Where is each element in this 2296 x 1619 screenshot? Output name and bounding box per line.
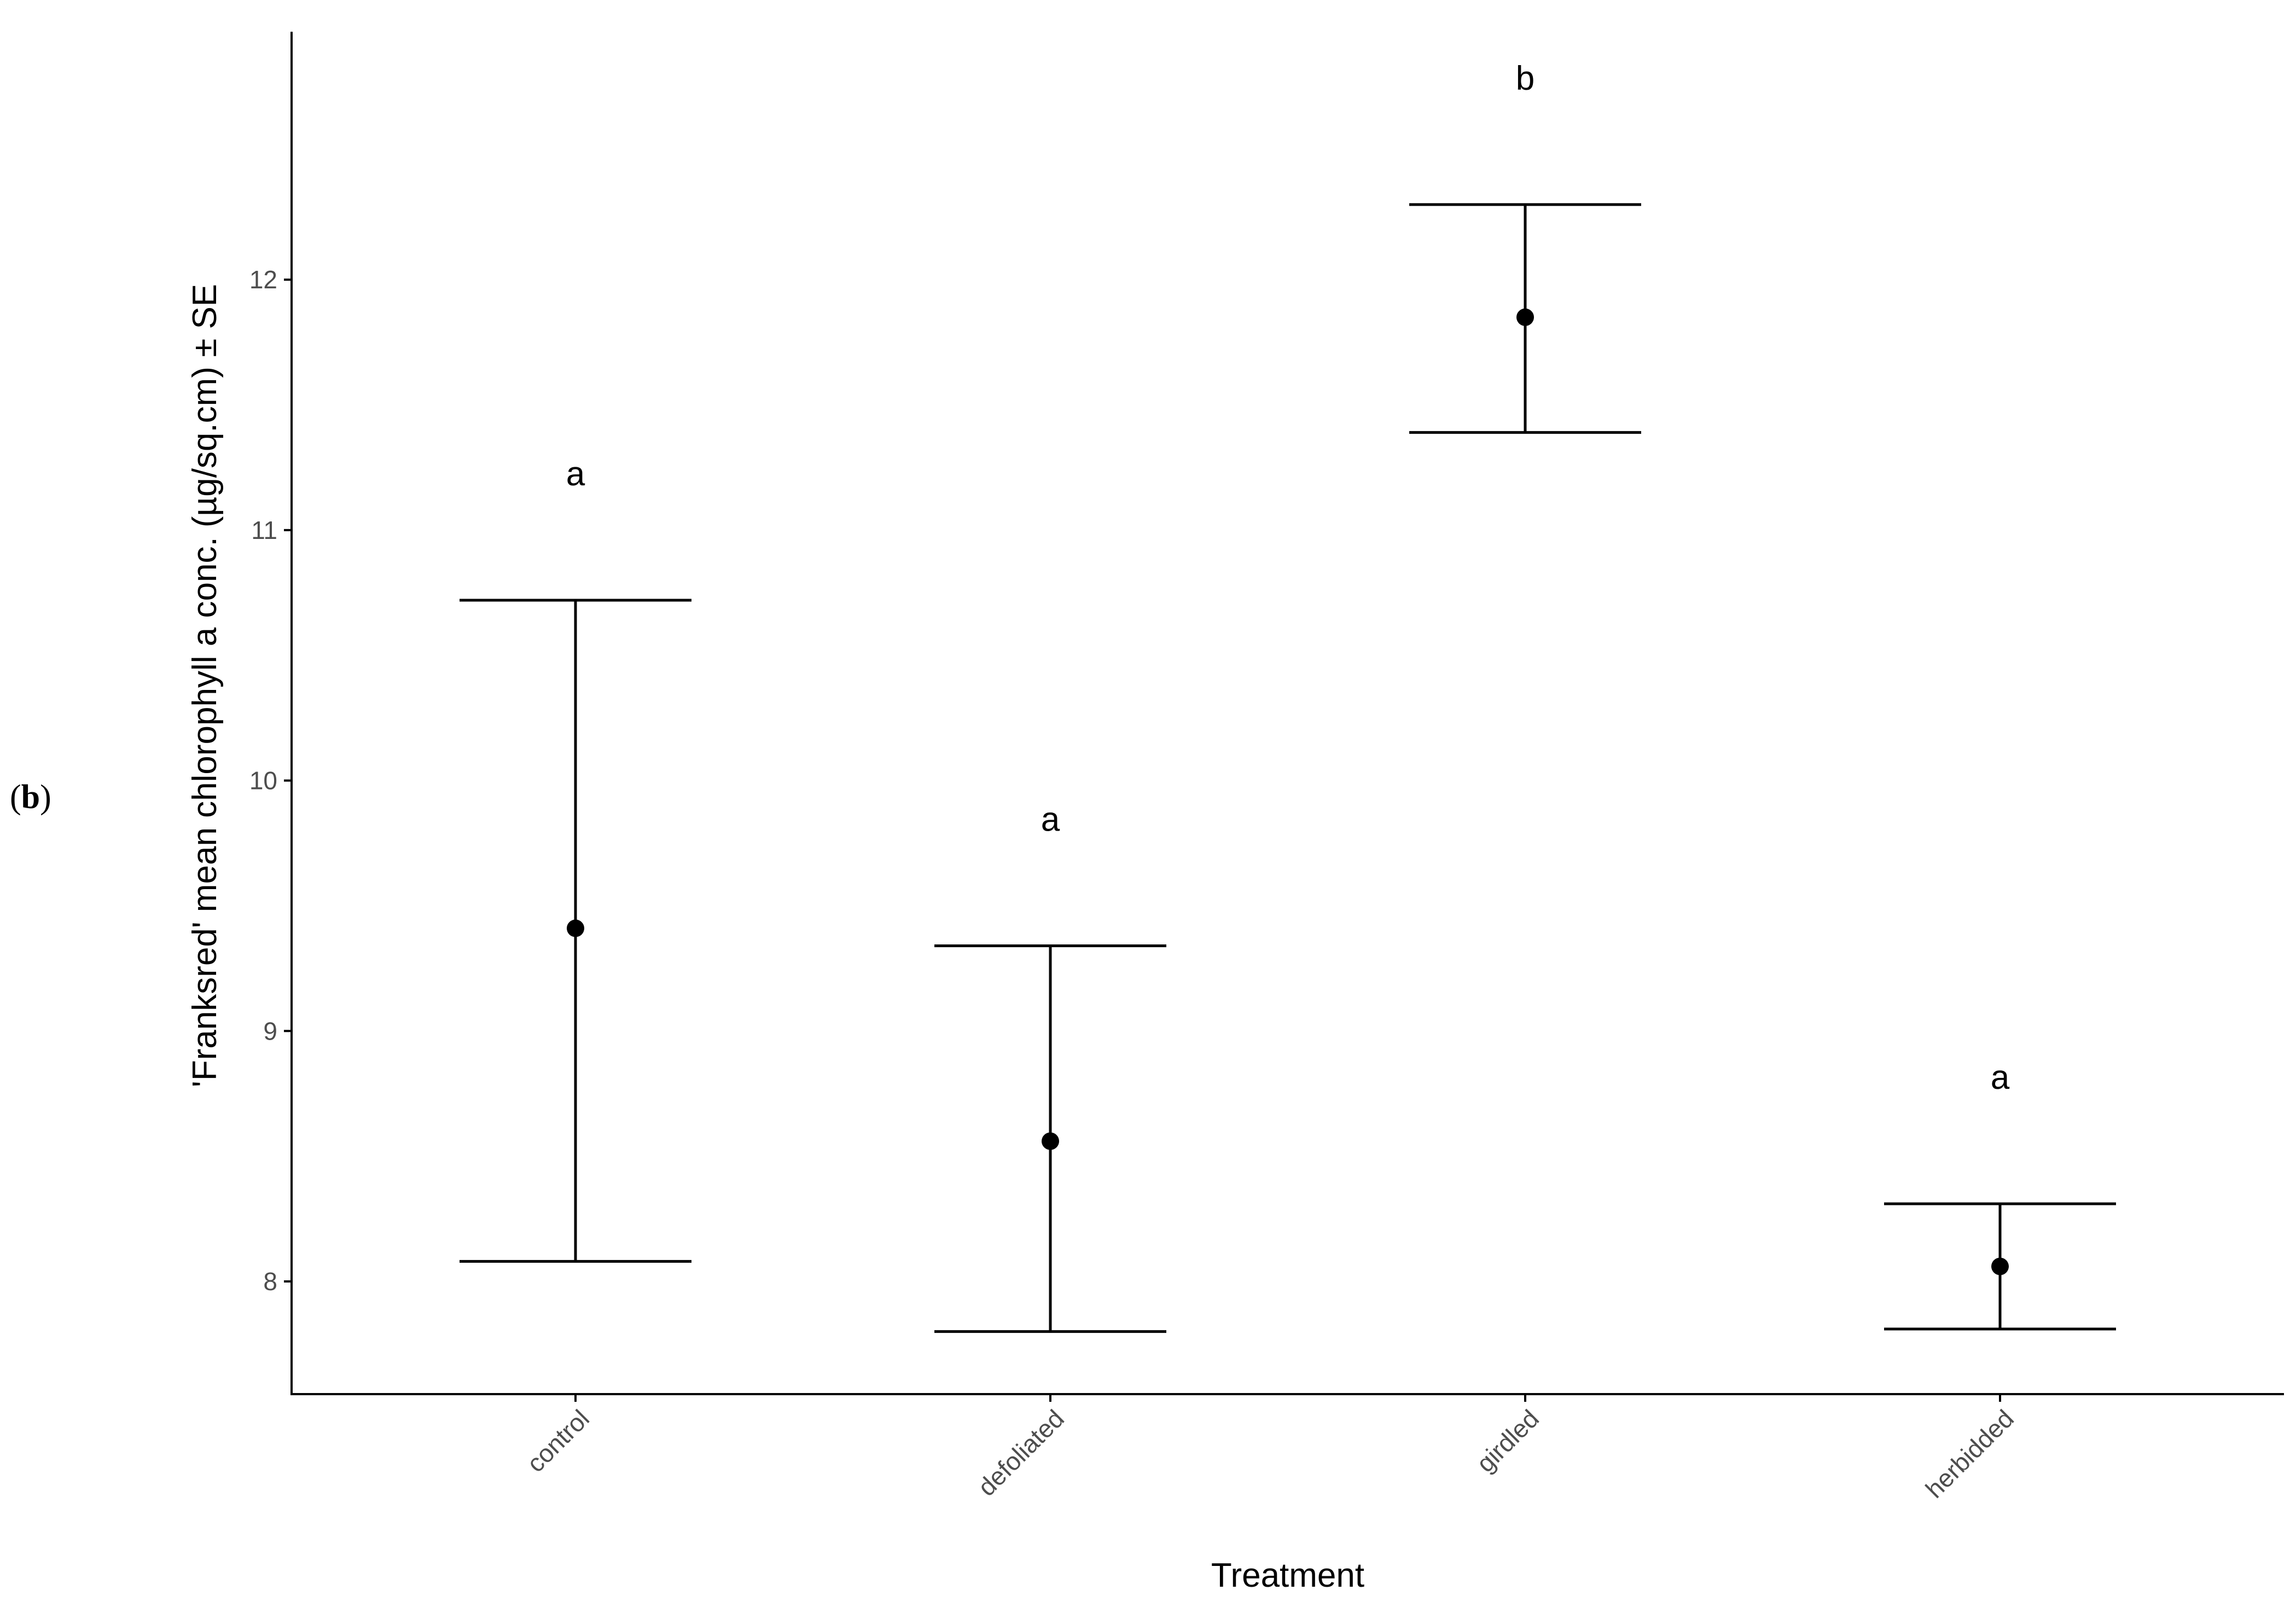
significance-letter: b: [1516, 60, 1534, 97]
significance-letters: a a b a: [566, 60, 2010, 1096]
y-tick-label: 10: [249, 767, 277, 795]
panel-label-close: ): [40, 779, 51, 816]
mean-point: [1042, 1132, 1059, 1150]
y-tick-label: 12: [249, 265, 277, 294]
y-tick-label: 9: [263, 1017, 277, 1045]
mean-point: [1991, 1257, 2009, 1275]
significance-letter: a: [566, 455, 585, 493]
y-axis-title: 'Franksred' mean chlorophyll a conc. (µg…: [186, 284, 224, 1087]
x-tick-label: defoliated: [972, 1404, 1069, 1501]
mean-point: [567, 919, 584, 937]
plot-area: 8 9 10 11 12 control defoliated girdled herbidd…: [249, 32, 2284, 1504]
y-ticks: 8 9 10 11 12: [249, 265, 292, 1296]
x-tick-label: control: [521, 1404, 595, 1477]
y-tick-label: 11: [251, 516, 277, 544]
panel-label-open: (: [10, 779, 21, 816]
panel-label: (b): [10, 778, 51, 817]
x-axis-title: Treatment: [1211, 1557, 1364, 1594]
significance-letter: a: [1991, 1059, 2010, 1096]
y-tick-label: 8: [263, 1267, 277, 1296]
mean-point: [1516, 308, 1534, 326]
x-tick-label: girdled: [1471, 1404, 1544, 1477]
x-tick-label: herbidded: [1920, 1404, 2019, 1503]
panel-label-letter: b: [21, 779, 40, 816]
significance-letter: a: [1041, 801, 1060, 839]
x-ticks: control defoliated girdled herbidded: [521, 1394, 2019, 1504]
points: [567, 308, 2009, 1275]
error-bars: [460, 203, 2116, 1333]
